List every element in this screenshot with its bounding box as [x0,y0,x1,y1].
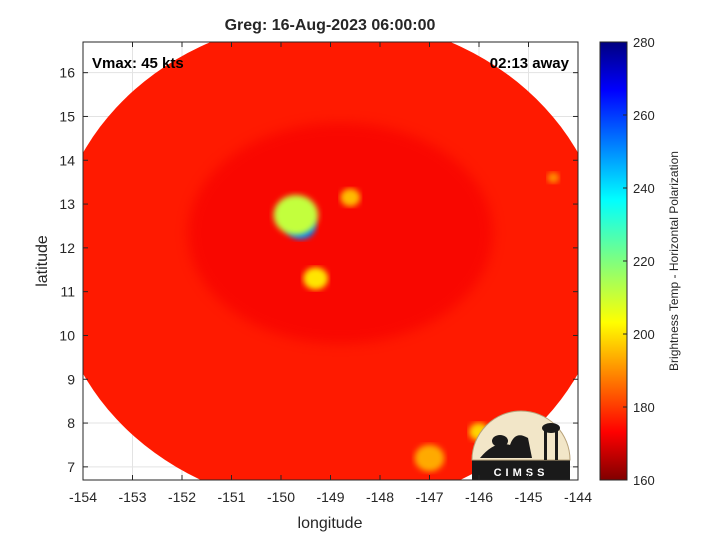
colorbar-ticks: 160 180 200 220 240 260 280 [623,35,655,488]
colorbar-tick-label-4: 240 [633,181,655,196]
colorbar-tick-label-6: 280 [633,35,655,50]
y-tick-label-8: 15 [59,108,75,124]
feature-2 [273,194,319,236]
y-tick-label-6: 13 [59,196,75,212]
swath-inner-band [188,122,493,344]
time-away-annotation: 02:13 away [490,55,570,72]
colorbar-label: Brightness Temp - Horizontal Polarizatio… [667,151,681,371]
x-axis-label: longitude [298,515,363,532]
x-tick-label-5: -149 [316,489,344,505]
y-tick-label-5: 12 [59,240,75,256]
x-tick-label-7: -147 [415,489,443,505]
colorbar-tick-label-2: 200 [633,327,655,342]
y-tick-label-2: 9 [67,371,75,387]
chart-title: Greg: 16-Aug-2023 06:00:00 [225,17,436,34]
y-tick-label-7: 14 [59,152,75,168]
feature-4 [340,188,361,207]
colorbar [599,41,628,481]
cimss-logo: CIMSS [471,410,571,480]
vmax-annotation: Vmax: 45 kts [92,55,184,72]
feature-7 [547,172,560,184]
colorbar-tick-label-1: 180 [633,400,655,415]
colorbar-tick-label-5: 260 [633,108,655,123]
feature-6 [414,444,445,472]
x-tick-label-6: -148 [366,489,394,505]
y-axis-label: latitude [34,235,51,287]
x-tick-label-2: -152 [168,489,196,505]
y-tick-label-9: 16 [59,65,75,81]
colorbar-tick-label-3: 220 [633,254,655,269]
brightness-temp-swath [83,42,578,480]
y-axis-ticks: 7 8 9 10 11 12 13 14 15 16 [59,65,578,475]
y-tick-label-1: 8 [67,415,75,431]
x-axis-ticks: -154 -153 -152 -151 -150 -149 -148 -147 -146 -145… [69,42,592,505]
x-tick-label-4: -150 [267,489,295,505]
x-tick-label-8: -146 [465,489,493,505]
x-tick-label-3: -151 [217,489,245,505]
feature-3 [303,267,329,290]
y-tick-label-3: 10 [59,327,75,343]
x-tick-label-10: -144 [564,489,592,505]
x-tick-label-9: -145 [514,489,542,505]
y-tick-label-0: 7 [67,459,75,475]
x-tick-label-1: -153 [118,489,146,505]
colorbar-tick-label-0: 160 [633,473,655,488]
y-tick-label-4: 11 [60,284,75,300]
x-tick-label-0: -154 [69,489,97,505]
cimss-logo-text: CIMSS [494,467,549,479]
